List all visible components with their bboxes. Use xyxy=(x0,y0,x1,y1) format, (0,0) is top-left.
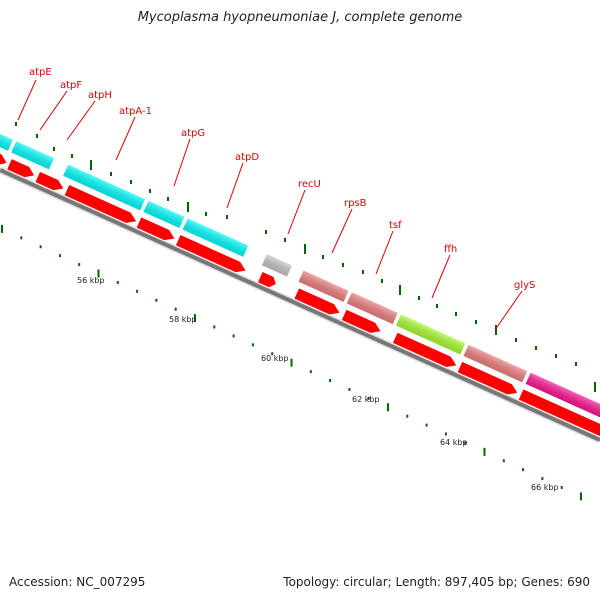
scale-label: 58 kbp xyxy=(169,315,197,324)
ffh-box-feature xyxy=(395,313,467,356)
atpA-box-feature xyxy=(142,199,186,229)
gene-label-atph: atpH xyxy=(88,90,112,101)
gene-label-atpa-1: atpA-1 xyxy=(119,106,152,117)
unk-box-feature xyxy=(462,343,529,384)
scale-label: 60 kbp xyxy=(261,354,289,363)
scale-label: 66 kbp xyxy=(531,483,559,492)
gene-leader-line xyxy=(287,189,306,235)
atpF-box-feature xyxy=(10,140,55,171)
backbone-arc-line xyxy=(0,168,600,442)
accession-text: Accession: NC_007295 xyxy=(9,575,146,589)
cds-arrow xyxy=(63,183,138,224)
cds-arrow xyxy=(135,216,176,241)
gene-leader-line xyxy=(115,116,136,161)
cds-arrow xyxy=(34,170,65,192)
scale-label: 62 kbp xyxy=(352,395,380,404)
gene-leader-line xyxy=(431,254,451,299)
cds-arrow xyxy=(340,308,382,334)
gene-label-tsf: tsf xyxy=(389,220,402,231)
gene-leader-line xyxy=(331,208,353,254)
gene-label-glys: glyS xyxy=(514,280,535,291)
gene-leader-line xyxy=(494,290,523,331)
cds-arrow xyxy=(456,360,519,396)
gene-leader-line xyxy=(173,138,191,187)
cds-arrow xyxy=(391,331,458,368)
gene-label-atpf: atpF xyxy=(60,80,82,91)
cds-arrow xyxy=(0,145,8,166)
gene-label-atpg: atpG xyxy=(181,128,205,139)
gene-label-atpd: atpD xyxy=(235,152,259,163)
map-title: Mycoplasma hyopneumoniae J, complete gen… xyxy=(137,10,463,25)
gene-leader-line xyxy=(39,90,68,131)
gene-leader-line xyxy=(375,230,394,275)
cds-arrow xyxy=(293,287,341,316)
atpE-box-feature xyxy=(0,125,14,152)
cds-arrow xyxy=(174,234,247,274)
gene-label-recu: recU xyxy=(298,179,321,190)
cds-arrow xyxy=(517,388,600,442)
gene-label-ffh: ffh xyxy=(444,244,457,255)
cds-arrow xyxy=(256,270,277,289)
gene-leader-line xyxy=(17,79,37,121)
glyS-box-feature xyxy=(524,371,600,426)
tsf-box-feature xyxy=(345,291,399,326)
scale-label: 56 kbp xyxy=(77,276,105,285)
gene-leader-line xyxy=(226,162,244,209)
genome-summary-text: Topology: circular; Length: 897,405 bp; … xyxy=(283,575,590,589)
gene-label-rpsb: rpsB xyxy=(344,198,367,209)
scale-label: 64 kbp xyxy=(440,438,468,447)
gene-label-atpe: atpE xyxy=(29,67,52,78)
cds-arrow xyxy=(6,158,36,179)
gene-leader-line xyxy=(66,100,96,141)
recU-box-feature xyxy=(261,253,293,278)
rpsB-box-feature xyxy=(297,269,350,303)
atpH-box-feature xyxy=(62,163,147,212)
atpG-box-feature xyxy=(181,217,250,258)
